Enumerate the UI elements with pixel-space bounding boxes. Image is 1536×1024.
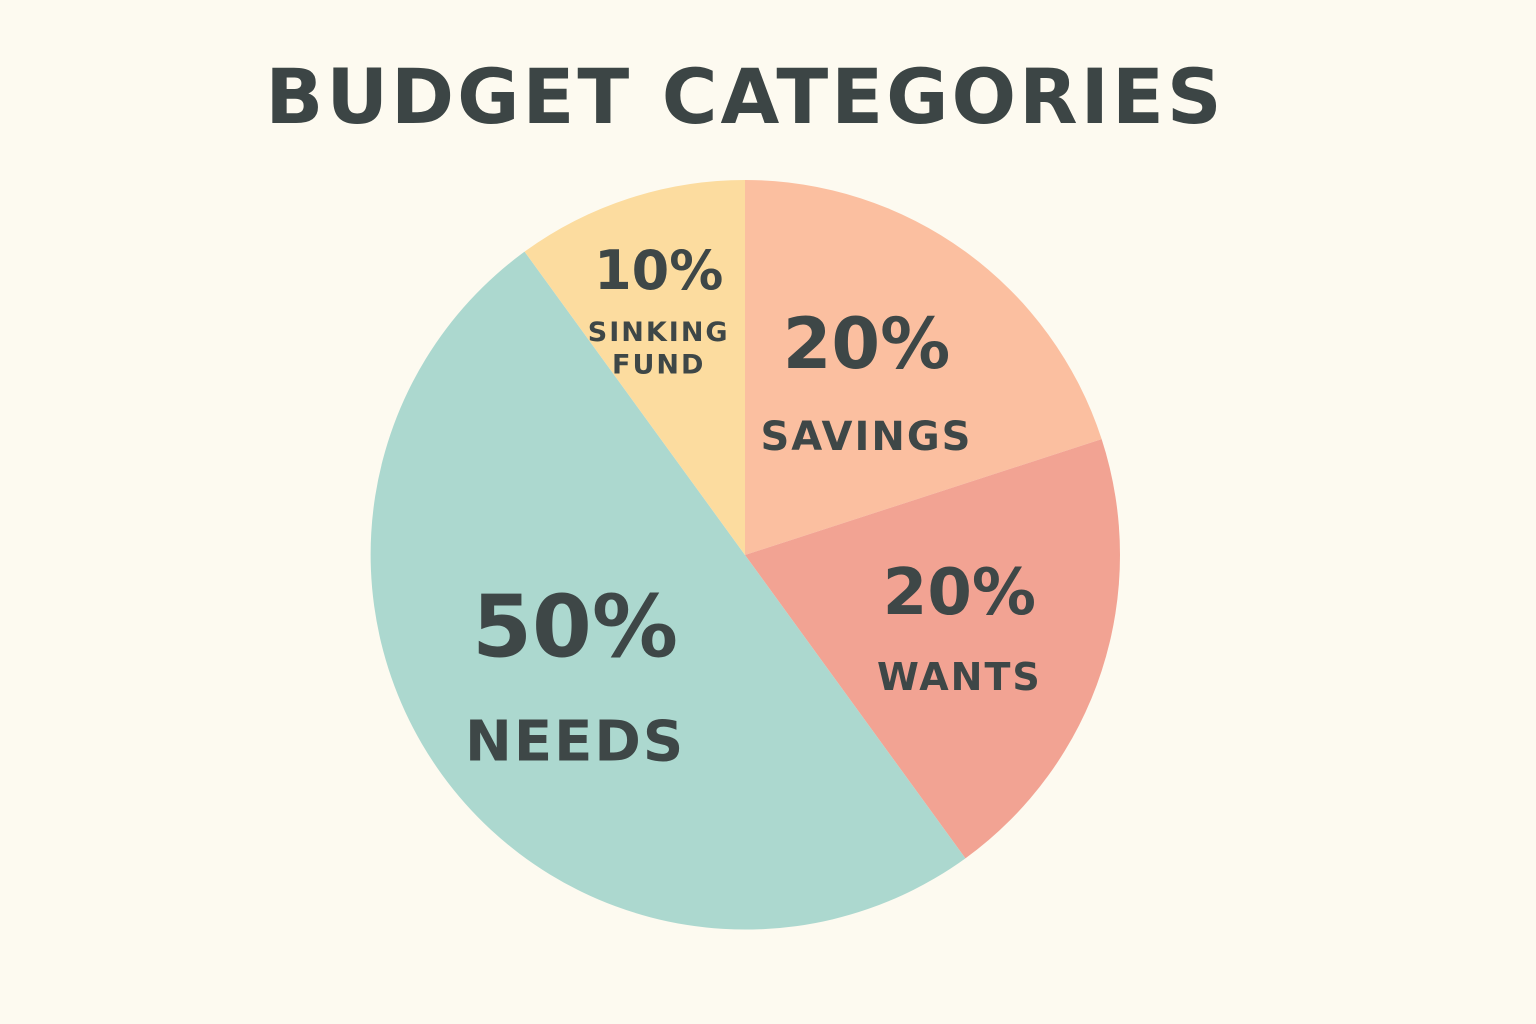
slice-percent-label-wants: 20%: [883, 556, 1036, 630]
slice-category-label-sinking-fund: SINKING: [588, 317, 730, 348]
slice-category-label-wants: WANTS: [877, 655, 1042, 699]
slice-category-label-savings: SAVINGS: [760, 414, 972, 460]
pie-slice-wants: [745, 439, 1121, 859]
slice-category-label-sinking-fund: FUND: [612, 350, 705, 381]
chart-title: BUDGET CATEGORIES: [265, 52, 1225, 141]
slice-percent-label-sinking-fund: 10%: [594, 239, 723, 302]
slice-percent-label-savings: 20%: [783, 303, 951, 385]
pie-slice-sinking-fund: [524, 180, 745, 555]
slice-percent-label-needs: 50%: [472, 578, 678, 678]
pie-slice-savings: [745, 180, 1102, 555]
slice-category-label-needs: NEEDS: [465, 710, 685, 775]
pie-slice-needs: [370, 251, 966, 930]
